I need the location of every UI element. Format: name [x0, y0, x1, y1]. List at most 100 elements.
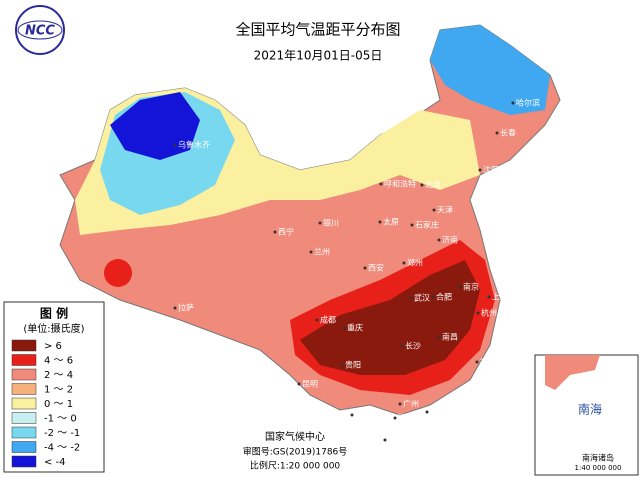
city-label: 北京 [425, 180, 441, 190]
legend-label: 2 ～ 4 [44, 370, 73, 381]
city-dot [383, 438, 387, 442]
city-label: 南宁 [355, 410, 371, 420]
city-dot [398, 402, 402, 406]
city-label: 哈尔滨 [516, 98, 540, 108]
legend-label: 4 ～ 6 [44, 356, 73, 367]
city-dot [478, 168, 482, 172]
city-label: 武汉 [414, 293, 430, 303]
city-label: 福州 [480, 358, 496, 367]
legend-label: -4 ～ -2 [44, 443, 80, 454]
city-label: 南京 [463, 282, 479, 292]
legend-label: > 6 [44, 341, 62, 352]
city-label: 太原 [383, 217, 399, 227]
city-label: 澳门 [398, 413, 414, 423]
zone-northeast [430, 25, 550, 115]
city-dot [342, 326, 346, 330]
city-label: 合肥 [436, 292, 452, 302]
city-dot [173, 306, 177, 310]
city-label: 海口 [388, 435, 404, 445]
city-dot [315, 318, 319, 322]
city-dot [432, 208, 436, 212]
city-dot [475, 360, 479, 364]
city-label: 石家庄 [415, 220, 439, 230]
footer-approval: 审图号:GS(2019)1786号 [243, 446, 348, 458]
inset-scale: 1:40 000 000 [575, 464, 622, 472]
city-dot [476, 311, 480, 315]
city-label: 济南 [442, 235, 458, 245]
legend-swatch [11, 441, 37, 453]
city-dot [511, 101, 515, 105]
city-dot [309, 250, 313, 254]
city-label: 兰州 [314, 247, 330, 257]
legend-unit: (单位:摄氏度) [23, 322, 84, 335]
city-dot [379, 182, 383, 186]
city-label: 呼和浩特 [384, 179, 416, 189]
city-label: 重庆 [347, 323, 363, 333]
legend-swatch [11, 426, 37, 439]
city-dot [393, 416, 397, 420]
legend: 图 例 (单位:摄氏度) > 6 4 ～ 6 2 ～ 4 1 ～ 2 0 ～ 1 -1 ～… [3, 301, 105, 473]
city-label: 长沙 [405, 341, 421, 351]
city-label: 西宁 [278, 227, 294, 237]
city-label: 郑州 [407, 258, 423, 268]
city-label: 乌鲁木齐 [178, 140, 210, 150]
inset-sea-label: 南海 [578, 402, 602, 417]
city-label: 成都 [320, 315, 336, 325]
city-dot [458, 285, 462, 289]
inset-title: 南海诸岛 [582, 453, 614, 463]
legend-items: > 6 4 ～ 6 2 ～ 4 1 ～ 2 0 ～ 1 -1 ～ 0 -2 ～ -1 -4 ～… [11, 339, 80, 468]
city-dot [402, 261, 406, 265]
city-label: 上海 [492, 292, 508, 302]
subtitle: 2021年10月01日-05日 [254, 49, 383, 63]
legend-label: -2 ～ -1 [44, 428, 80, 439]
city-dot [273, 230, 277, 234]
legend-swatch [11, 383, 37, 395]
city-dot [350, 413, 354, 417]
logo: NCC [15, 5, 65, 55]
city-dot [437, 335, 441, 339]
legend-swatch [11, 455, 37, 468]
legend-swatch [11, 397, 37, 410]
city-dot [318, 221, 322, 225]
legend-swatch [11, 354, 37, 366]
zone-hot [300, 260, 480, 375]
city-dot [400, 344, 404, 348]
city-label: 天津 [437, 205, 453, 215]
city-dot [410, 223, 414, 227]
title: 全国平均气温距平分布图 [235, 21, 400, 39]
legend-label: -1 ～ 0 [44, 414, 77, 425]
legend-title: 图 例 [40, 306, 68, 321]
city-label: 沈阳 [483, 165, 499, 175]
logo-text: NCC [25, 24, 55, 39]
city-dot [495, 131, 499, 135]
city-label: 南昌 [442, 332, 458, 342]
city-dot [340, 363, 344, 367]
legend-label: < -4 [44, 457, 66, 468]
city-dot [437, 238, 441, 242]
city-dot [431, 295, 435, 299]
city-dot [425, 410, 429, 414]
footer-scale: 比例尺:1:20 000 000 [250, 460, 341, 472]
legend-swatch [11, 412, 37, 424]
city-dot [363, 266, 367, 270]
legend-label: 0 ～ 1 [44, 399, 73, 410]
city-dot [173, 143, 177, 147]
city-dot [409, 296, 413, 300]
city-label: 广州 [403, 399, 419, 409]
city-label: 贵阳 [345, 360, 361, 370]
footer-agency: 国家气候中心 [265, 430, 325, 443]
zone-tibet [104, 259, 132, 287]
city-label: 香港 [430, 407, 446, 417]
city-label: 昆明 [302, 380, 318, 389]
zone-cold [110, 92, 200, 160]
map [59, 24, 561, 416]
city-dot [420, 183, 424, 187]
city-label: 杭州 [481, 308, 497, 318]
city-label: 银川 [323, 218, 339, 228]
city-dot [297, 382, 301, 386]
city-label: 长春 [500, 128, 516, 138]
legend-swatch [11, 339, 37, 352]
city-dot [487, 295, 491, 299]
